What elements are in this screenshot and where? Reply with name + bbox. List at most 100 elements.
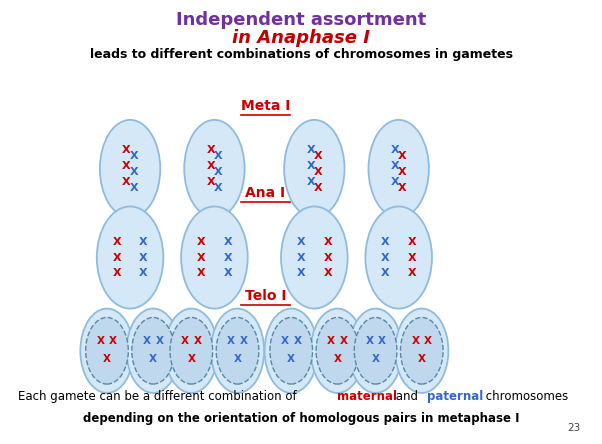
Ellipse shape <box>100 120 160 218</box>
Ellipse shape <box>184 120 244 218</box>
Ellipse shape <box>181 206 247 309</box>
Text: X: X <box>398 183 406 193</box>
Text: X: X <box>139 253 147 262</box>
Text: X: X <box>314 151 322 161</box>
Ellipse shape <box>368 120 429 218</box>
Text: X: X <box>122 161 131 170</box>
Ellipse shape <box>284 120 344 218</box>
Text: X: X <box>143 336 151 346</box>
Text: X: X <box>206 161 215 170</box>
Text: X: X <box>323 268 332 278</box>
Text: X: X <box>381 237 389 247</box>
Text: in Anaphase I: in Anaphase I <box>232 29 370 47</box>
Text: X: X <box>187 354 195 364</box>
Text: X: X <box>306 161 315 170</box>
Ellipse shape <box>316 317 359 384</box>
Text: X: X <box>223 268 232 278</box>
Text: X: X <box>197 237 205 247</box>
Text: X: X <box>381 253 389 262</box>
Ellipse shape <box>281 206 347 309</box>
Text: X: X <box>129 167 138 177</box>
Text: Ana I: Ana I <box>246 186 285 200</box>
Ellipse shape <box>355 317 397 384</box>
Text: X: X <box>214 151 222 161</box>
Text: X: X <box>223 237 232 247</box>
Text: X: X <box>194 336 202 346</box>
Text: X: X <box>109 336 117 346</box>
Text: X: X <box>113 237 121 247</box>
Text: X: X <box>293 336 302 346</box>
Text: X: X <box>412 336 420 346</box>
Ellipse shape <box>400 317 443 384</box>
Ellipse shape <box>349 309 402 393</box>
Ellipse shape <box>97 206 163 309</box>
Text: X: X <box>234 354 241 364</box>
Text: X: X <box>223 253 232 262</box>
Ellipse shape <box>165 309 218 393</box>
Text: X: X <box>113 268 121 278</box>
Text: X: X <box>408 268 417 278</box>
Text: X: X <box>398 167 406 177</box>
Text: X: X <box>408 253 417 262</box>
Text: X: X <box>122 145 131 155</box>
Text: X: X <box>334 354 341 364</box>
Text: X: X <box>327 336 335 346</box>
Text: X: X <box>398 151 406 161</box>
Text: X: X <box>391 145 400 155</box>
Text: X: X <box>240 336 248 346</box>
Ellipse shape <box>365 206 432 309</box>
Text: X: X <box>391 161 400 170</box>
Text: X: X <box>206 177 215 186</box>
Ellipse shape <box>265 309 318 393</box>
Text: X: X <box>378 336 386 346</box>
Text: X: X <box>418 354 426 364</box>
Text: X: X <box>408 237 417 247</box>
Text: X: X <box>155 336 163 346</box>
Text: X: X <box>129 151 138 161</box>
Ellipse shape <box>170 317 213 384</box>
Ellipse shape <box>132 317 175 384</box>
Text: X: X <box>228 336 235 346</box>
Text: Telo I: Telo I <box>245 289 286 303</box>
Text: X: X <box>197 253 205 262</box>
Ellipse shape <box>85 317 128 384</box>
Text: and: and <box>392 389 421 403</box>
Text: X: X <box>297 268 305 278</box>
Text: X: X <box>103 354 111 364</box>
Text: X: X <box>323 237 332 247</box>
Text: X: X <box>424 336 432 346</box>
Text: X: X <box>297 237 305 247</box>
Text: paternal: paternal <box>426 389 483 403</box>
Text: X: X <box>365 336 373 346</box>
Text: maternal: maternal <box>337 389 397 403</box>
Text: X: X <box>122 177 131 186</box>
Ellipse shape <box>216 317 259 384</box>
Ellipse shape <box>211 309 264 393</box>
Text: chromosomes: chromosomes <box>482 389 568 403</box>
Text: X: X <box>340 336 347 346</box>
Text: X: X <box>287 354 295 364</box>
Text: depending on the orientation of homologous pairs in metaphase I: depending on the orientation of homologo… <box>82 412 520 425</box>
Ellipse shape <box>395 309 448 393</box>
Text: X: X <box>206 145 215 155</box>
Text: X: X <box>113 253 121 262</box>
Text: X: X <box>139 268 147 278</box>
Text: X: X <box>97 336 105 346</box>
Text: leads to different combinations of chromosomes in gametes: leads to different combinations of chrom… <box>90 48 512 60</box>
Text: X: X <box>139 237 147 247</box>
Text: X: X <box>214 167 222 177</box>
Text: Independent assortment: Independent assortment <box>176 11 426 29</box>
Ellipse shape <box>311 309 364 393</box>
Text: X: X <box>306 145 315 155</box>
Text: X: X <box>314 183 322 193</box>
Text: X: X <box>149 354 157 364</box>
Text: X: X <box>181 336 189 346</box>
Text: X: X <box>281 336 289 346</box>
Ellipse shape <box>270 317 312 384</box>
Text: Meta I: Meta I <box>241 99 290 113</box>
Text: X: X <box>306 177 315 186</box>
Ellipse shape <box>80 309 134 393</box>
Text: X: X <box>197 268 205 278</box>
Text: 23: 23 <box>568 423 581 433</box>
Text: X: X <box>371 354 380 364</box>
